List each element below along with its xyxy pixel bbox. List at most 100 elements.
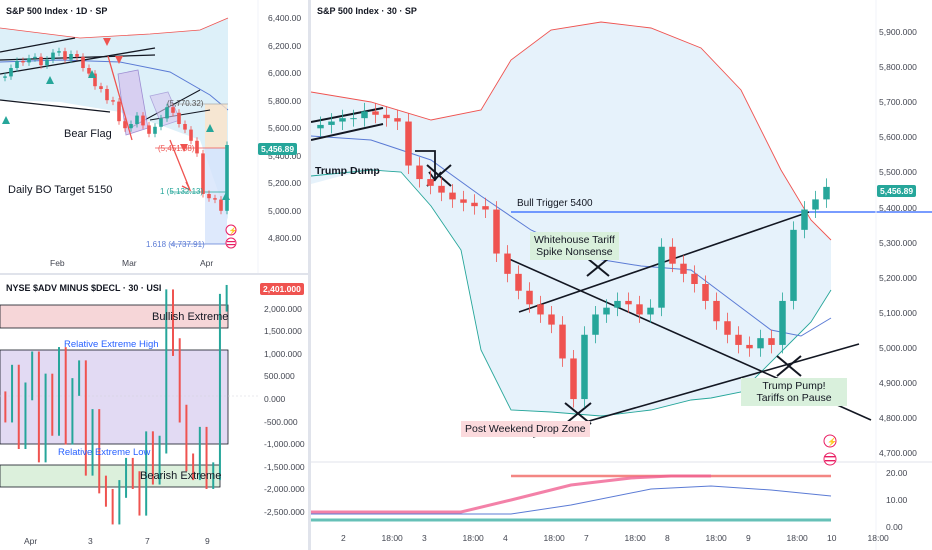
candle-body bbox=[93, 73, 97, 87]
us-flag-event-icon[interactable] bbox=[225, 237, 237, 249]
candle-body bbox=[658, 246, 665, 308]
x-axis-tick: 9 bbox=[746, 533, 751, 543]
candle-body bbox=[51, 52, 55, 60]
candle-body bbox=[449, 192, 456, 200]
bear-flag-label: Bear Flag bbox=[64, 128, 112, 140]
candle-body bbox=[39, 56, 43, 66]
y-axis-tick: 5,700.000 bbox=[879, 97, 917, 108]
candle-body bbox=[372, 111, 379, 115]
lightning-event-icon[interactable] bbox=[225, 224, 237, 236]
daily-band-upper bbox=[0, 17, 229, 39]
bull-trigger-label: Bull Trigger 5400 bbox=[517, 198, 593, 209]
main-ma bbox=[311, 135, 832, 337]
daily-chart-panel[interactable]: ⚡ S&P 500 Index · 1D · SP Bear Flag Dail… bbox=[0, 0, 308, 273]
candle-body bbox=[361, 111, 368, 119]
daily-ma bbox=[0, 59, 229, 111]
candle-body bbox=[779, 300, 786, 345]
candle-body bbox=[603, 307, 610, 315]
candle-body bbox=[460, 199, 467, 203]
y-axis-tick: 4,700.000 bbox=[879, 448, 917, 459]
candle-body bbox=[416, 165, 423, 180]
adv-x-tick: Apr bbox=[24, 536, 38, 546]
sell-signal bbox=[103, 38, 111, 46]
candle-body bbox=[225, 145, 229, 211]
candle-body bbox=[471, 202, 478, 207]
adv-x-tick: 7 bbox=[145, 536, 150, 546]
y-axis-tick: 5,600.000 bbox=[879, 132, 917, 143]
weekend-drop-label: Post Weekend Drop Zone bbox=[461, 421, 590, 437]
candle-body bbox=[21, 61, 25, 63]
daily-chart-svg: ⚡ bbox=[0, 0, 259, 273]
main-chart-title: S&P 500 Index · 30 · SP bbox=[317, 6, 417, 16]
panel-divider-horizontal[interactable] bbox=[0, 273, 308, 275]
main-chart-panel[interactable]: ⚡ S&P 500 Index · 30 · SP Trump Dump Bul… bbox=[311, 0, 932, 550]
candle-body bbox=[63, 51, 67, 60]
candle-body bbox=[548, 314, 555, 325]
buy-signal bbox=[2, 116, 10, 124]
y-axis-tick: 20.00 bbox=[886, 468, 908, 478]
y-axis-tick: 5,100.000 bbox=[879, 307, 917, 318]
candle-body bbox=[171, 107, 175, 113]
candle-body bbox=[625, 300, 632, 305]
candle-body bbox=[87, 68, 91, 74]
y-axis-tick: 0.000 bbox=[264, 394, 286, 404]
adv-decl-panel[interactable]: NYSE $ADV MINUS $DECL · 30 · USI Bullish… bbox=[0, 275, 308, 550]
candle-body bbox=[537, 304, 544, 315]
candle-body bbox=[647, 307, 654, 315]
candle-body bbox=[33, 56, 37, 59]
candle-body bbox=[129, 124, 133, 129]
rel-extreme-low-label: Relative Extreme Low bbox=[58, 447, 151, 458]
sell-signal bbox=[115, 56, 123, 64]
y-axis-tick: 10.00 bbox=[886, 495, 908, 505]
candle-body bbox=[713, 300, 720, 322]
candle-body bbox=[559, 324, 566, 359]
candle-body bbox=[636, 304, 643, 315]
candle-body bbox=[746, 344, 753, 349]
candle-body bbox=[141, 115, 145, 126]
y-axis-tick: -2,000.000 bbox=[264, 484, 305, 495]
candle-body bbox=[3, 76, 7, 78]
y-axis-tick: 1,000.000 bbox=[264, 348, 302, 359]
y-axis-tick: 5,400.00 bbox=[268, 150, 302, 161]
main-candles bbox=[317, 102, 830, 408]
rel-extreme-high-label: Relative Extreme High bbox=[64, 339, 159, 350]
x-axis-tick: 2 bbox=[341, 533, 346, 543]
candle-body bbox=[812, 199, 819, 210]
x-axis-tick: 18:00 bbox=[705, 533, 727, 543]
lightning-event-icon[interactable] bbox=[823, 434, 837, 448]
adv-chart-title: NYSE $ADV MINUS $DECL · 30 · USI bbox=[6, 283, 162, 293]
y-axis-tick: 4,900.000 bbox=[879, 378, 917, 388]
tariff-line-2: Spike Nonsense bbox=[536, 246, 613, 258]
candle-body bbox=[201, 153, 205, 194]
pump-line-2: Tariffs on Pause bbox=[756, 392, 832, 404]
buy-signal bbox=[88, 70, 96, 78]
candle-body bbox=[592, 314, 599, 335]
candle-body bbox=[526, 290, 533, 305]
candle-body bbox=[317, 124, 324, 129]
osc-blue-line bbox=[311, 485, 832, 515]
panel-divider-vertical[interactable] bbox=[308, 0, 311, 550]
x-axis-tick: 7 bbox=[584, 533, 589, 543]
adv-x-tick: 9 bbox=[205, 536, 210, 546]
relative-extreme-zone bbox=[0, 349, 229, 445]
pump-line-1: Trump Pump! bbox=[762, 380, 826, 392]
channel-line-1 bbox=[0, 37, 76, 53]
y-axis-tick: -2,500.000 bbox=[264, 507, 305, 517]
candle-body bbox=[427, 179, 434, 186]
candle-body bbox=[801, 209, 808, 230]
y-axis-tick: 5,400.000 bbox=[879, 202, 917, 213]
candle-body bbox=[99, 86, 103, 89]
us-flag-event-icon[interactable] bbox=[823, 452, 837, 466]
candle-body bbox=[57, 51, 61, 53]
candle-body bbox=[790, 229, 797, 301]
candle-body bbox=[207, 194, 211, 199]
sell-signal bbox=[180, 144, 188, 152]
y-axis-tick: 4,800.00 bbox=[268, 233, 302, 243]
drop-arrow bbox=[107, 55, 192, 192]
candle-body bbox=[45, 59, 49, 66]
y-axis-tick: -1,500.000 bbox=[264, 461, 305, 472]
daily-x-tick: Mar bbox=[122, 258, 137, 268]
candle-body bbox=[438, 185, 445, 193]
y-axis-tick: 5,800.00 bbox=[268, 95, 302, 106]
candle-body bbox=[117, 101, 121, 122]
